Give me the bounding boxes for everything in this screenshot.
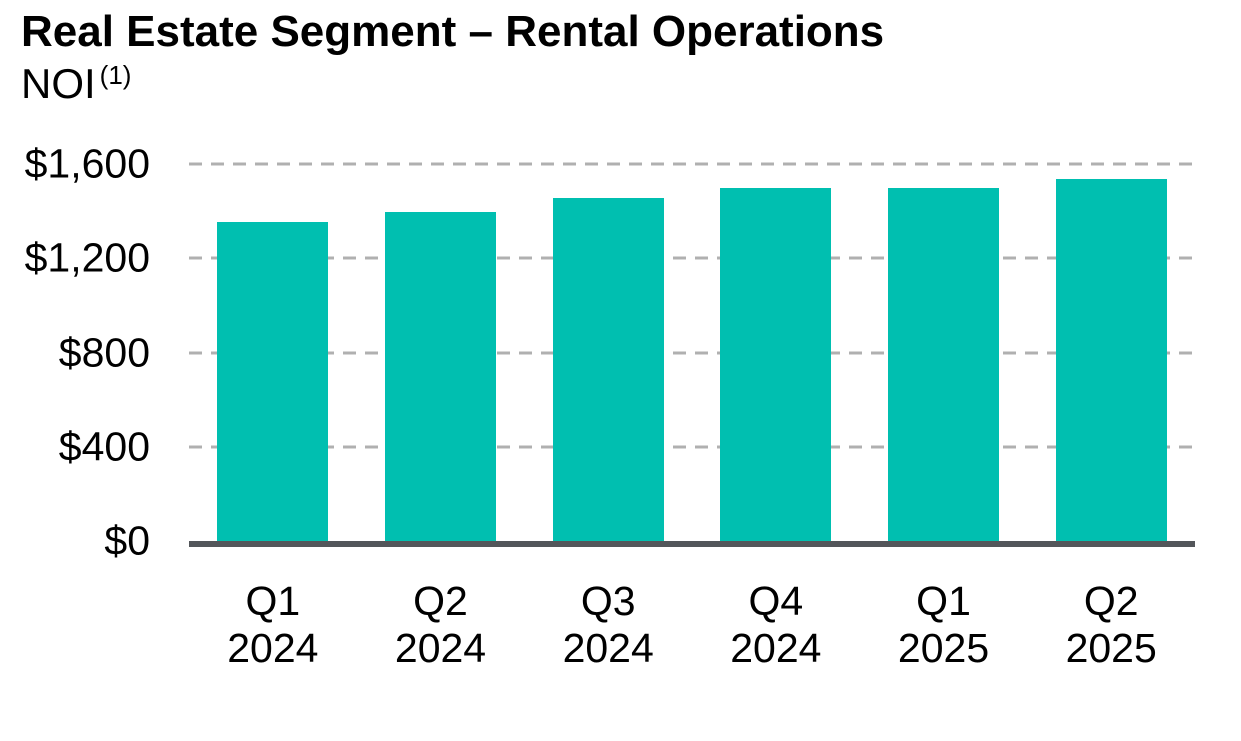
x-tick-label-q1-2025: Q1 2025	[860, 578, 1028, 672]
x-axis-line	[189, 541, 1195, 547]
bar-q1-2025	[888, 187, 1000, 541]
x-tick-line: Q1	[245, 578, 301, 624]
y-tick-label-400: $400	[58, 423, 150, 470]
chart-subtitle: NOI (1)	[21, 60, 131, 113]
chart-subtitle-text: NOI	[21, 60, 96, 107]
bar-q2-2024	[385, 212, 496, 541]
x-tick-line: Q2	[413, 578, 468, 624]
x-tick-line: 2025	[1065, 625, 1157, 671]
x-tick-line: 2024	[394, 625, 487, 671]
bar-slot	[357, 164, 525, 541]
bar-q3-2024	[552, 198, 664, 541]
bar-q1-2024	[217, 221, 329, 541]
x-tick-line: Q2	[1083, 578, 1139, 624]
x-tick-line: Q1	[916, 578, 971, 624]
bar-slot	[189, 164, 357, 541]
x-tick-line: 2025	[897, 625, 990, 671]
x-tick-line: Q3	[580, 578, 636, 624]
x-tick-label-q2-2025: Q2 2025	[1027, 578, 1195, 672]
x-tick-line: Q4	[748, 578, 804, 624]
y-tick-label-1200: $1,200	[24, 234, 150, 281]
x-tick-label-q2-2024: Q2 2024	[357, 578, 525, 672]
x-axis-labels: Q1 2024 Q2 2024 Q3 2024 Q4 2024 Q1 2025 Q2 2025	[189, 578, 1195, 672]
bar-slot	[1027, 164, 1195, 541]
bars-row	[189, 164, 1195, 541]
bar-slot	[860, 164, 1028, 541]
y-tick-label-0: $0	[104, 517, 150, 564]
x-tick-label-q1-2024: Q1 2024	[189, 578, 357, 672]
bar-slot	[692, 164, 860, 541]
footnote-marker: (1)	[99, 60, 132, 90]
gridline-1600	[189, 162, 1195, 166]
x-tick-label-q4-2024: Q4 2024	[692, 578, 860, 672]
x-tick-label-q3-2024: Q3 2024	[524, 578, 692, 672]
bar-q4-2024	[720, 187, 832, 541]
y-tick-label-1600: $1,600	[24, 140, 150, 187]
y-tick-label-800: $800	[58, 329, 150, 375]
gridline-800	[189, 351, 1195, 354]
y-axis: $0 $400 $800 $1,200 $1,600	[0, 143, 150, 561]
gridline-400	[189, 445, 1195, 449]
x-tick-line: 2024	[227, 625, 319, 671]
bar-slot	[524, 164, 692, 541]
gridline-1200	[189, 256, 1195, 260]
x-tick-line: 2024	[562, 625, 654, 671]
x-tick-line: 2024	[730, 625, 822, 671]
page-title: Real Estate Segment – Rental Operations	[21, 7, 885, 56]
plot-area	[189, 162, 1195, 547]
bar-q2-2025	[1055, 179, 1167, 541]
